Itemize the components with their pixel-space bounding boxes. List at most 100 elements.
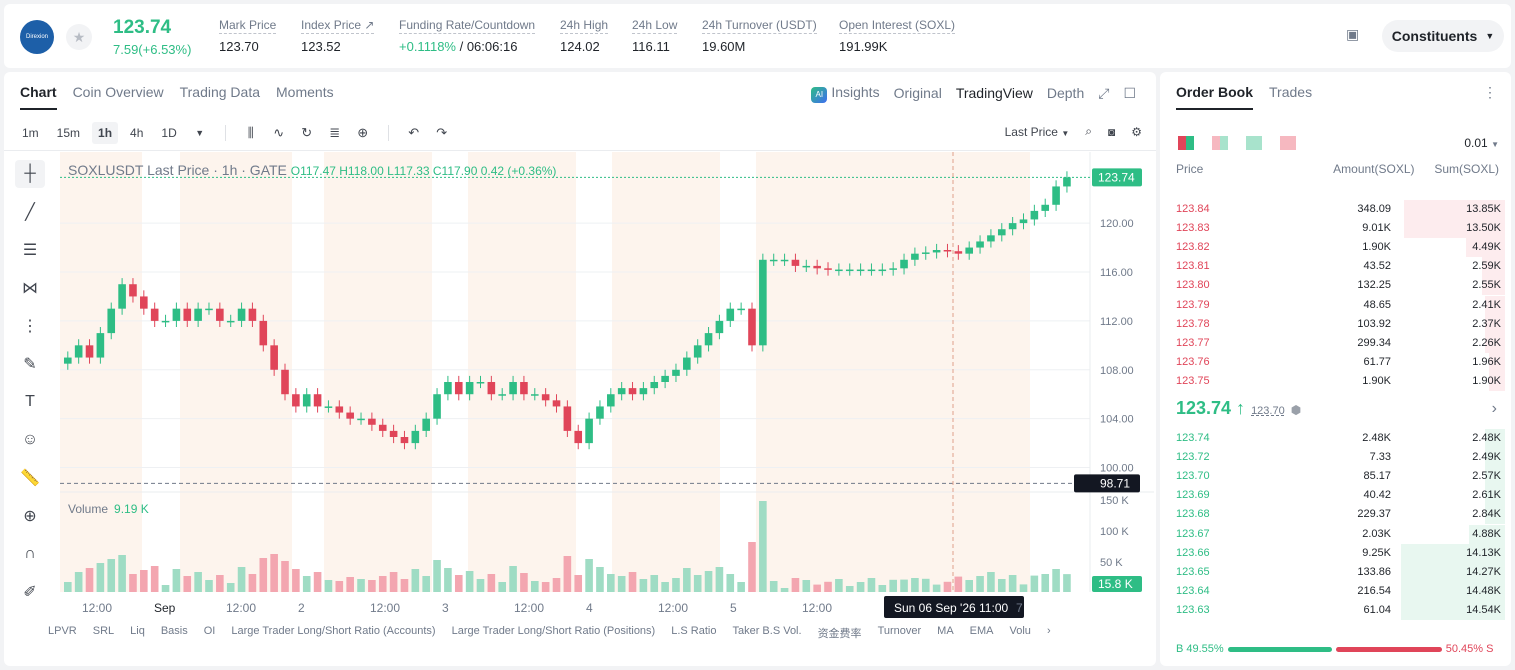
orderbook-row[interactable]: 123.76 61.77 1.96K xyxy=(1176,352,1505,372)
orderbook-row[interactable]: 123.84 348.09 13.85K xyxy=(1176,200,1505,219)
indicator-item[interactable]: L.S Ratio xyxy=(671,625,717,637)
indicator-item[interactable]: MA xyxy=(937,625,954,637)
zoom-in-icon[interactable]: ⊕ xyxy=(23,508,37,525)
candle-body xyxy=(129,284,137,297)
redo-icon[interactable]: ↷ xyxy=(436,125,448,140)
ruler-icon[interactable]: 📏 xyxy=(20,470,40,487)
indicators-icon[interactable]: ∿ xyxy=(273,125,285,140)
orderbook-row[interactable]: 123.65 133.86 14.27K xyxy=(1176,562,1505,582)
price-axis-label: 108.00 xyxy=(1100,365,1134,377)
tab-tradingview[interactable]: TradingView xyxy=(955,85,1033,102)
stat-index-price[interactable]: Index Price ↗ 123.52 xyxy=(301,18,375,54)
orderbook-row[interactable]: 123.68 229.37 2.84K xyxy=(1176,505,1505,525)
text-icon[interactable]: T xyxy=(25,393,35,410)
window-icon[interactable]: ☐ xyxy=(1123,84,1136,101)
camera-icon[interactable]: ◙ xyxy=(1107,124,1116,139)
orderbook-row[interactable]: 123.66 9.25K 14.13K xyxy=(1176,543,1505,563)
replay-icon[interactable]: ↻ xyxy=(301,125,313,140)
orderbook-row[interactable]: 123.79 48.65 2.41K xyxy=(1176,295,1505,315)
tab-trades[interactable]: Trades xyxy=(1269,84,1313,100)
time-axis-label: 12:00 xyxy=(370,601,400,615)
timeframe-caret-icon[interactable]: ▼ xyxy=(195,128,205,138)
row-amount: 85.17 xyxy=(1363,470,1391,483)
candle-body xyxy=(96,333,105,358)
orderbook-row[interactable]: 123.63 61.04 14.54K xyxy=(1176,600,1505,620)
constituents-dropdown[interactable]: Constituents ▼ xyxy=(1382,20,1504,52)
search-icon[interactable]: ⌕ xyxy=(1085,124,1092,138)
book-icon[interactable]: ▣ xyxy=(1346,26,1360,42)
indicator-item[interactable]: Turnover xyxy=(877,625,922,637)
indicator-item[interactable]: LPVR xyxy=(48,625,77,637)
candle-body xyxy=(1041,204,1050,211)
tab-insights[interactable]: AI Insights xyxy=(811,84,880,103)
layout-bids-icon[interactable] xyxy=(1246,136,1262,150)
indicator-item[interactable]: SRL xyxy=(92,625,115,637)
volume-bar xyxy=(726,574,735,592)
price-chart[interactable]: 120.00 116.00 112.00 108.00 104.00 100.00 150 … xyxy=(60,152,1154,622)
indicator-item[interactable]: Taker B.S Vol. xyxy=(732,625,802,637)
pattern-icon[interactable]: ⋈ xyxy=(22,280,38,297)
trend-line-icon[interactable]: ╱ xyxy=(25,204,35,221)
more-icon[interactable]: ⋮ xyxy=(1483,84,1497,100)
orderbook-row[interactable]: 123.74 2.48K 2.48K xyxy=(1176,429,1505,448)
gear-icon[interactable]: ⚙ xyxy=(1131,124,1142,139)
orderbook-row[interactable]: 123.69 40.42 2.61K xyxy=(1176,486,1505,506)
tab-chart[interactable]: Chart xyxy=(20,84,57,110)
prediction-icon[interactable]: ⋮ xyxy=(22,318,38,335)
tab-coin-overview[interactable]: Coin Overview xyxy=(72,84,164,100)
orderbook-row[interactable]: 123.80 132.25 2.55K xyxy=(1176,276,1505,296)
lock-draw-icon[interactable]: ✐ xyxy=(23,584,37,601)
favorite-star-icon[interactable]: ★ xyxy=(66,24,92,50)
row-price: 123.79 xyxy=(1176,298,1210,311)
orderbook-row[interactable]: 123.82 1.90K 4.49K xyxy=(1176,238,1505,258)
volume-axis-label: 50 K xyxy=(1100,557,1123,569)
timeframe-1m[interactable]: 1m xyxy=(22,126,39,140)
timeframe-15m[interactable]: 15m xyxy=(56,126,81,140)
tab-order-book[interactable]: Order Book xyxy=(1176,84,1253,110)
indicator-item[interactable]: Liq xyxy=(130,625,145,637)
indicator-item[interactable]: Basis xyxy=(160,625,188,637)
orderbook-row[interactable]: 123.64 216.54 14.48K xyxy=(1176,581,1505,601)
indicator-item[interactable]: Volu xyxy=(1009,625,1031,637)
row-price: 123.65 xyxy=(1176,565,1210,578)
brush-icon[interactable]: ✎ xyxy=(23,356,37,373)
indicator-item[interactable]: Large Trader Long/Short Ratio (Accounts) xyxy=(231,625,436,637)
emoji-icon[interactable]: ☺ xyxy=(21,431,39,448)
chevron-right-icon[interactable]: › xyxy=(1491,400,1497,417)
mid-price-row[interactable]: 123.74 ↑ 123.70 ⬢ xyxy=(1176,398,1302,418)
fib-icon[interactable]: ☰ xyxy=(22,242,38,259)
tab-moments[interactable]: Moments xyxy=(276,84,334,100)
timeframe-1d[interactable]: 1D xyxy=(161,126,177,140)
tab-original[interactable]: Original xyxy=(893,85,942,102)
indicator-item[interactable]: OI xyxy=(203,625,216,637)
layout-both-icon[interactable] xyxy=(1178,136,1194,150)
orderbook-row[interactable]: 123.67 2.03K 4.88K xyxy=(1176,524,1505,544)
indicator-item[interactable]: EMA xyxy=(969,625,994,637)
depth-bar xyxy=(1401,543,1505,563)
indicator-item[interactable]: Large Trader Long/Short Ratio (Positions… xyxy=(451,625,656,637)
tab-depth[interactable]: Depth xyxy=(1046,85,1085,102)
crosshair-icon[interactable]: ┼ xyxy=(15,160,45,188)
timeframe-1h[interactable]: 1h xyxy=(92,122,119,144)
precision-select[interactable]: 0.01 ▼ xyxy=(1464,136,1499,150)
orderbook-row[interactable]: 123.81 43.52 2.59K xyxy=(1176,257,1505,277)
templates-icon[interactable]: ≣ xyxy=(329,125,341,140)
undo-icon[interactable]: ↶ xyxy=(408,125,420,140)
tab-trading-data[interactable]: Trading Data xyxy=(179,84,261,100)
orderbook-row[interactable]: 123.75 1.90K 1.90K xyxy=(1176,371,1505,391)
magnet-icon[interactable]: ∩ xyxy=(24,545,36,562)
timeframe-4h[interactable]: 4h xyxy=(130,126,144,140)
orderbook-row[interactable]: 123.77 299.34 2.26K xyxy=(1176,333,1505,353)
last-price-select[interactable]: Last Price ▼ xyxy=(1004,124,1070,139)
expand-icon[interactable]: ⤢ xyxy=(1098,84,1110,101)
orderbook-row[interactable]: 123.70 85.17 2.57K xyxy=(1176,467,1505,487)
indicator-item[interactable]: 资金费率 xyxy=(817,628,862,640)
orderbook-row[interactable]: 123.78 103.92 2.37K xyxy=(1176,314,1505,334)
add-alert-icon[interactable]: ⊕ xyxy=(357,125,369,140)
layout-asks-icon[interactable] xyxy=(1280,136,1296,150)
orderbook-row[interactable]: 123.72 7.33 2.49K xyxy=(1176,448,1505,468)
candle-type-icon[interactable]: ⫼ xyxy=(247,125,254,140)
orderbook-row[interactable]: 123.83 9.01K 13.50K xyxy=(1176,219,1505,239)
layout-both-alt-icon[interactable] xyxy=(1212,136,1228,150)
chevron-right-icon[interactable]: › xyxy=(1046,625,1051,637)
